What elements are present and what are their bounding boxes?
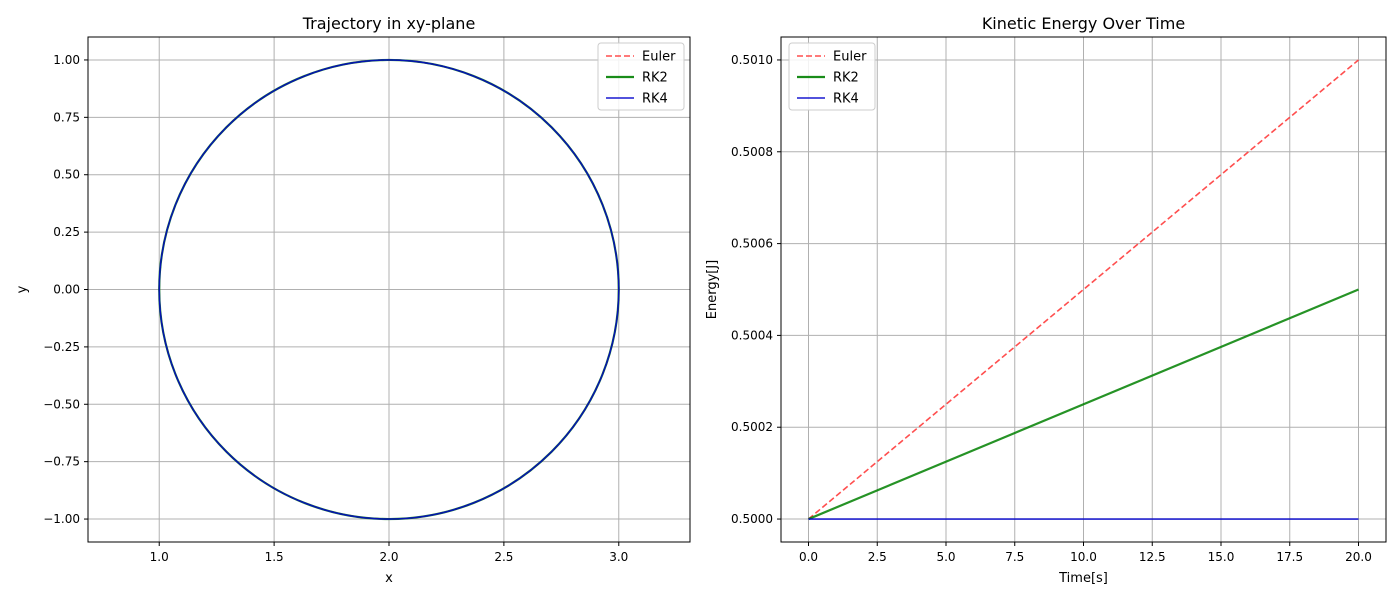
legend-label-euler: Euler (642, 50, 676, 65)
x-axis-label: x (385, 571, 393, 586)
y-tick-label: −1.00 (43, 512, 80, 526)
y-tick-label: 1.00 (53, 53, 80, 67)
series-group (807, 59, 1360, 521)
y-tick-label: −0.25 (43, 340, 80, 354)
x-tick-label: 2.5 (494, 550, 513, 564)
x-tick-label: 1.5 (265, 550, 284, 564)
series-line-euler (807, 59, 1360, 520)
chart-title: Kinetic Energy Over Time (982, 14, 1185, 33)
x-axis-label: Time[s] (1058, 571, 1108, 586)
y-tick-label: 0.75 (53, 110, 80, 124)
y-tick-label: −0.75 (43, 455, 80, 469)
y-tick-label: 0.25 (53, 225, 80, 239)
series-line-rk4 (158, 59, 620, 520)
x-tick-label: 3.0 (609, 550, 628, 564)
x-tick-label: 1.0 (150, 550, 169, 564)
legend-label-rk4: RK4 (642, 92, 668, 107)
legend: Euler RK2 RK4 (597, 42, 685, 111)
y-tick-label: 0.00 (53, 283, 80, 297)
x-tick-label: 12.5 (1139, 550, 1166, 564)
legend-box (597, 42, 685, 111)
y-tick-label: 0.5002 (731, 420, 773, 434)
legend-label-rk2: RK2 (833, 71, 859, 86)
y-tick-label: −0.50 (43, 397, 80, 411)
legend-box (788, 42, 876, 111)
y-tick-label: 0.5010 (731, 53, 773, 67)
legend-label-rk4: RK4 (833, 92, 859, 107)
chart-title: Trajectory in xy-plane (302, 14, 476, 33)
y-tick-label: 0.50 (53, 168, 80, 182)
y-tick-label: 0.5000 (731, 512, 773, 526)
y-tick-label: 0.5006 (731, 237, 773, 251)
y-tick-label: 0.5008 (731, 145, 773, 159)
series-group (158, 58, 620, 521)
x-tick-label: 10.0 (1070, 550, 1097, 564)
legend-label-rk2: RK2 (642, 71, 668, 86)
x-tick-label: 2.5 (868, 550, 887, 564)
x-tick-label: 7.5 (1005, 550, 1024, 564)
x-tick-label: 15.0 (1208, 550, 1235, 564)
series-line-rk2 (808, 288, 1359, 521)
y-tick-label: 0.5004 (731, 328, 773, 342)
legend-label-euler: Euler (833, 50, 867, 65)
y-axis-label: Energy[J] (705, 260, 720, 320)
legend: Euler RK2 RK4 (788, 42, 876, 111)
y-axis-label: y (15, 285, 30, 293)
chart-energy: 0.0 2.5 5.0 7.5 10.0 12.5 15.0 17.5 20.0 0.5000 0.… (705, 14, 1387, 586)
x-tick-label: 17.5 (1276, 550, 1303, 564)
chart-trajectory: 1.0 1.5 2.0 2.5 3.0 −1.00 −0.75 −0.50 −0.25 0.00 0… (15, 14, 691, 586)
x-tick-label: 5.0 (936, 550, 955, 564)
x-tick-label: 2.0 (379, 550, 398, 564)
x-tick-label: 0.0 (799, 550, 818, 564)
x-tick-label: 20.0 (1345, 550, 1372, 564)
